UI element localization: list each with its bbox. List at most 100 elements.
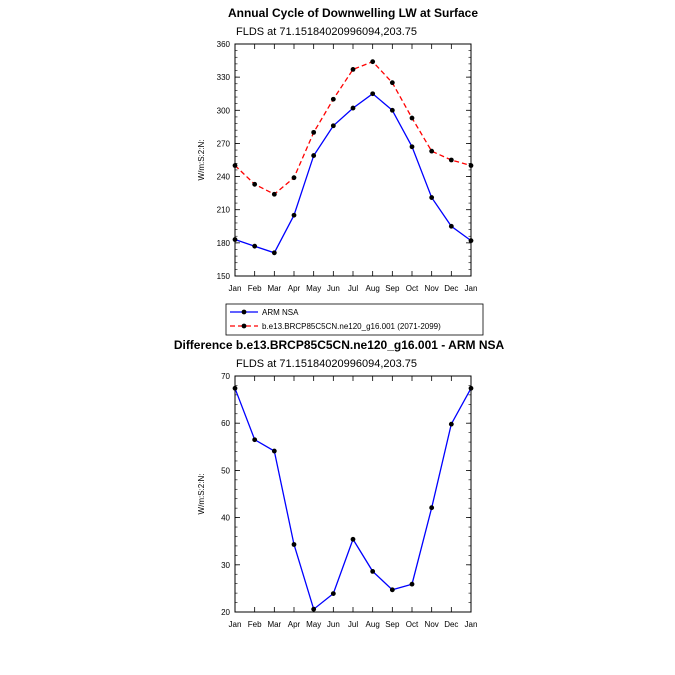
data-point-top-1: [350, 67, 356, 72]
x-tick-label: Apr: [288, 620, 301, 629]
y-tick-label: 180: [217, 239, 231, 248]
y-tick-label: 40: [221, 514, 230, 523]
y-tick-label: 50: [221, 466, 230, 475]
chart-top-ylabel: W/m:S:2:N:: [197, 140, 206, 181]
x-tick-label: Aug: [366, 284, 380, 293]
data-point-bottom-0: [409, 581, 415, 587]
data-point-top-0: [448, 223, 454, 229]
legend-box: [225, 303, 484, 336]
data-point-top-1: [271, 191, 277, 197]
data-point-bottom-0: [448, 421, 454, 427]
x-tick-label: Feb: [248, 284, 262, 293]
data-point-top-1: [468, 163, 474, 168]
data-point-top-1: [330, 96, 336, 102]
x-tick-label: Dec: [444, 620, 458, 629]
data-point-top-0: [271, 250, 277, 256]
chart-bottom-plot-frame: [234, 375, 472, 613]
y-tick-label: 360: [217, 40, 231, 49]
data-point-top-0: [429, 195, 435, 200]
x-tick-label: Sep: [385, 284, 400, 293]
x-tick-label: Dec: [444, 284, 458, 293]
data-point-bottom-0: [232, 385, 238, 391]
data-point-top-0: [252, 243, 258, 249]
chart-bottom: Difference b.e13.BRCP85C5CN.ne120_g16.00…: [174, 338, 505, 629]
data-point-bottom-0: [389, 587, 395, 593]
data-point-top-0: [409, 144, 415, 150]
y-tick-label: 330: [217, 73, 231, 82]
chart-top-ticks: Jan Feb Mar Apr May Jun Jul Aug Sep Oct Nov Dec Jan 1…: [217, 40, 478, 293]
data-point-top-0: [468, 238, 474, 244]
data-point-top-1: [232, 163, 238, 168]
data-point-top-0: [291, 212, 297, 218]
x-tick-label: Apr: [288, 284, 301, 293]
x-tick-label: Oct: [406, 284, 419, 293]
data-point-top-1: [252, 181, 258, 187]
legend-label-model: b.e13.BRCP85C5CN.ne120_g16.001 (2071-209…: [262, 322, 441, 331]
y-tick-label: 300: [217, 106, 231, 115]
x-tick-label: Jan: [229, 284, 242, 293]
x-tick-label: May: [306, 620, 321, 629]
series-line-top-0: [234, 92, 472, 254]
data-point-bottom-0: [330, 591, 336, 596]
series-line-top-1: [234, 60, 472, 195]
y-tick-label: 150: [217, 272, 231, 281]
chart-top-subtitle: FLDS at 71.15184020996094,203.75: [236, 26, 417, 38]
chart-top-series: [232, 59, 474, 256]
series-line-bottom-0: [234, 387, 472, 611]
data-point-bottom-0: [271, 448, 277, 454]
chart-top-legend: ARM NSA b.e13.BRCP85C5CN.ne120_g16.001 (…: [225, 303, 484, 336]
y-tick-label: 20: [221, 608, 230, 617]
x-tick-label: Mar: [267, 284, 281, 293]
legend-marker-arm-nsa: [241, 309, 247, 315]
chart-bottom-ticks: Jan Feb Mar Apr May Jun Jul Aug Sep Oct Nov Dec Jan 2…: [221, 372, 477, 629]
legend-marker-model: [241, 323, 247, 329]
data-point-top-0: [389, 107, 395, 113]
x-tick-label: Jan: [465, 284, 478, 293]
x-tick-label: Jul: [348, 284, 358, 293]
data-point-top-1: [389, 80, 395, 86]
y-tick-label: 70: [221, 372, 230, 381]
data-point-top-0: [350, 105, 356, 111]
chart-bottom-series: [232, 385, 474, 612]
y-tick-label: 210: [217, 206, 231, 215]
legend-label-arm-nsa: ARM NSA: [262, 308, 299, 317]
x-tick-label: Jan: [465, 620, 478, 629]
x-tick-label: Jun: [327, 284, 340, 293]
y-tick-label: 240: [217, 173, 231, 182]
chart-top-title: Annual Cycle of Downwelling LW at Surfac…: [228, 6, 478, 20]
x-tick-label: Aug: [366, 620, 380, 629]
data-point-bottom-0: [252, 437, 258, 443]
x-tick-label: Feb: [248, 620, 262, 629]
x-tick-label: Mar: [267, 620, 281, 629]
x-tick-label: Nov: [425, 620, 439, 629]
chart-bottom-ylabel: W/m:S:2:N:: [197, 474, 206, 515]
data-point-top-1: [429, 148, 435, 154]
data-point-bottom-0: [429, 505, 435, 511]
x-tick-label: Jan: [229, 620, 242, 629]
data-point-bottom-0: [370, 569, 376, 574]
y-tick-label: 270: [217, 139, 231, 148]
data-point-bottom-0: [468, 385, 474, 391]
chart-top-plot-frame: [234, 43, 472, 277]
x-tick-label: Sep: [385, 620, 400, 629]
chart-bottom-title: Difference b.e13.BRCP85C5CN.ne120_g16.00…: [174, 338, 505, 352]
data-point-top-1: [448, 157, 454, 163]
chart-top: Annual Cycle of Downwelling LW at Surfac…: [197, 6, 484, 336]
x-tick-label: Oct: [406, 620, 419, 629]
data-point-top-1: [291, 175, 297, 181]
data-point-bottom-0: [350, 536, 356, 542]
x-tick-label: Jul: [348, 620, 358, 629]
y-tick-label: 30: [221, 561, 230, 570]
data-point-top-0: [330, 123, 336, 129]
data-point-top-0: [370, 91, 376, 97]
x-tick-label: Jun: [327, 620, 340, 629]
data-point-top-1: [370, 59, 376, 65]
data-point-top-0: [232, 237, 238, 242]
data-point-top-0: [311, 153, 317, 158]
data-point-top-1: [311, 129, 317, 135]
x-tick-label: May: [306, 284, 321, 293]
chart-bottom-subtitle: FLDS at 71.15184020996094,203.75: [236, 358, 417, 370]
x-tick-label: Nov: [425, 284, 439, 293]
data-point-top-1: [409, 115, 415, 121]
